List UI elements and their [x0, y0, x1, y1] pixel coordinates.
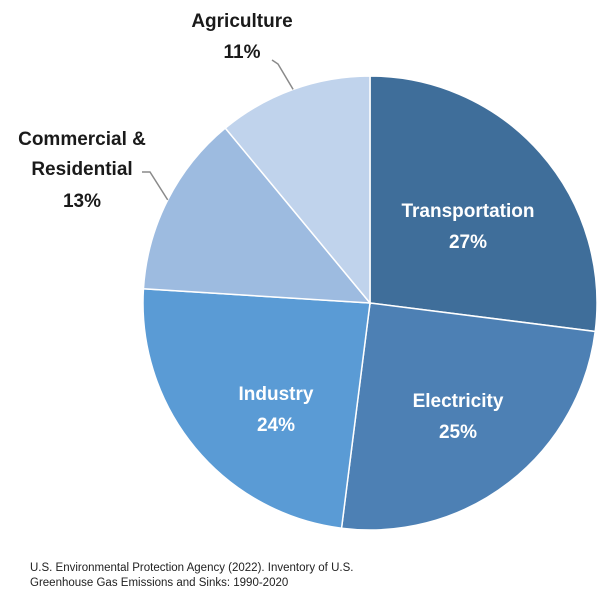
pie-slices: [142, 75, 598, 531]
label-agriculture: Agriculture: [191, 11, 292, 32]
pie-slice-electricity: [340, 302, 597, 531]
pie-slice-commercial-residential: [142, 127, 372, 304]
label-commercial-line2: Residential: [31, 159, 132, 180]
pie-slice-transportation: [369, 75, 598, 333]
value-commercial: 13%: [63, 191, 101, 212]
leader-line-commercial: [142, 171, 169, 201]
value-agriculture: 11%: [224, 42, 261, 63]
source-line-1: U.S. Environmental Protection Agency (20…: [30, 562, 354, 574]
label-transportation: Transportation: [401, 201, 534, 222]
pie-slice-agriculture: [224, 75, 371, 306]
pie-chart: Transportation 27% Electricity 25% Indus…: [18, 11, 598, 531]
source-citation: U.S. Environmental Protection Agency (20…: [30, 561, 450, 591]
source-line-2: Greenhouse Gas Emissions and Sinks: 1990…: [30, 577, 289, 589]
pie-slice-industry: [142, 287, 371, 530]
label-industry: Industry: [239, 384, 314, 405]
leader-line-agriculture: [271, 59, 294, 90]
value-industry: 24%: [257, 415, 295, 436]
value-transportation: 27%: [449, 232, 487, 253]
label-electricity: Electricity: [413, 391, 504, 412]
leader-lines: [142, 59, 294, 201]
label-commercial-line1: Commercial &: [18, 129, 146, 150]
value-electricity: 25%: [439, 422, 477, 443]
